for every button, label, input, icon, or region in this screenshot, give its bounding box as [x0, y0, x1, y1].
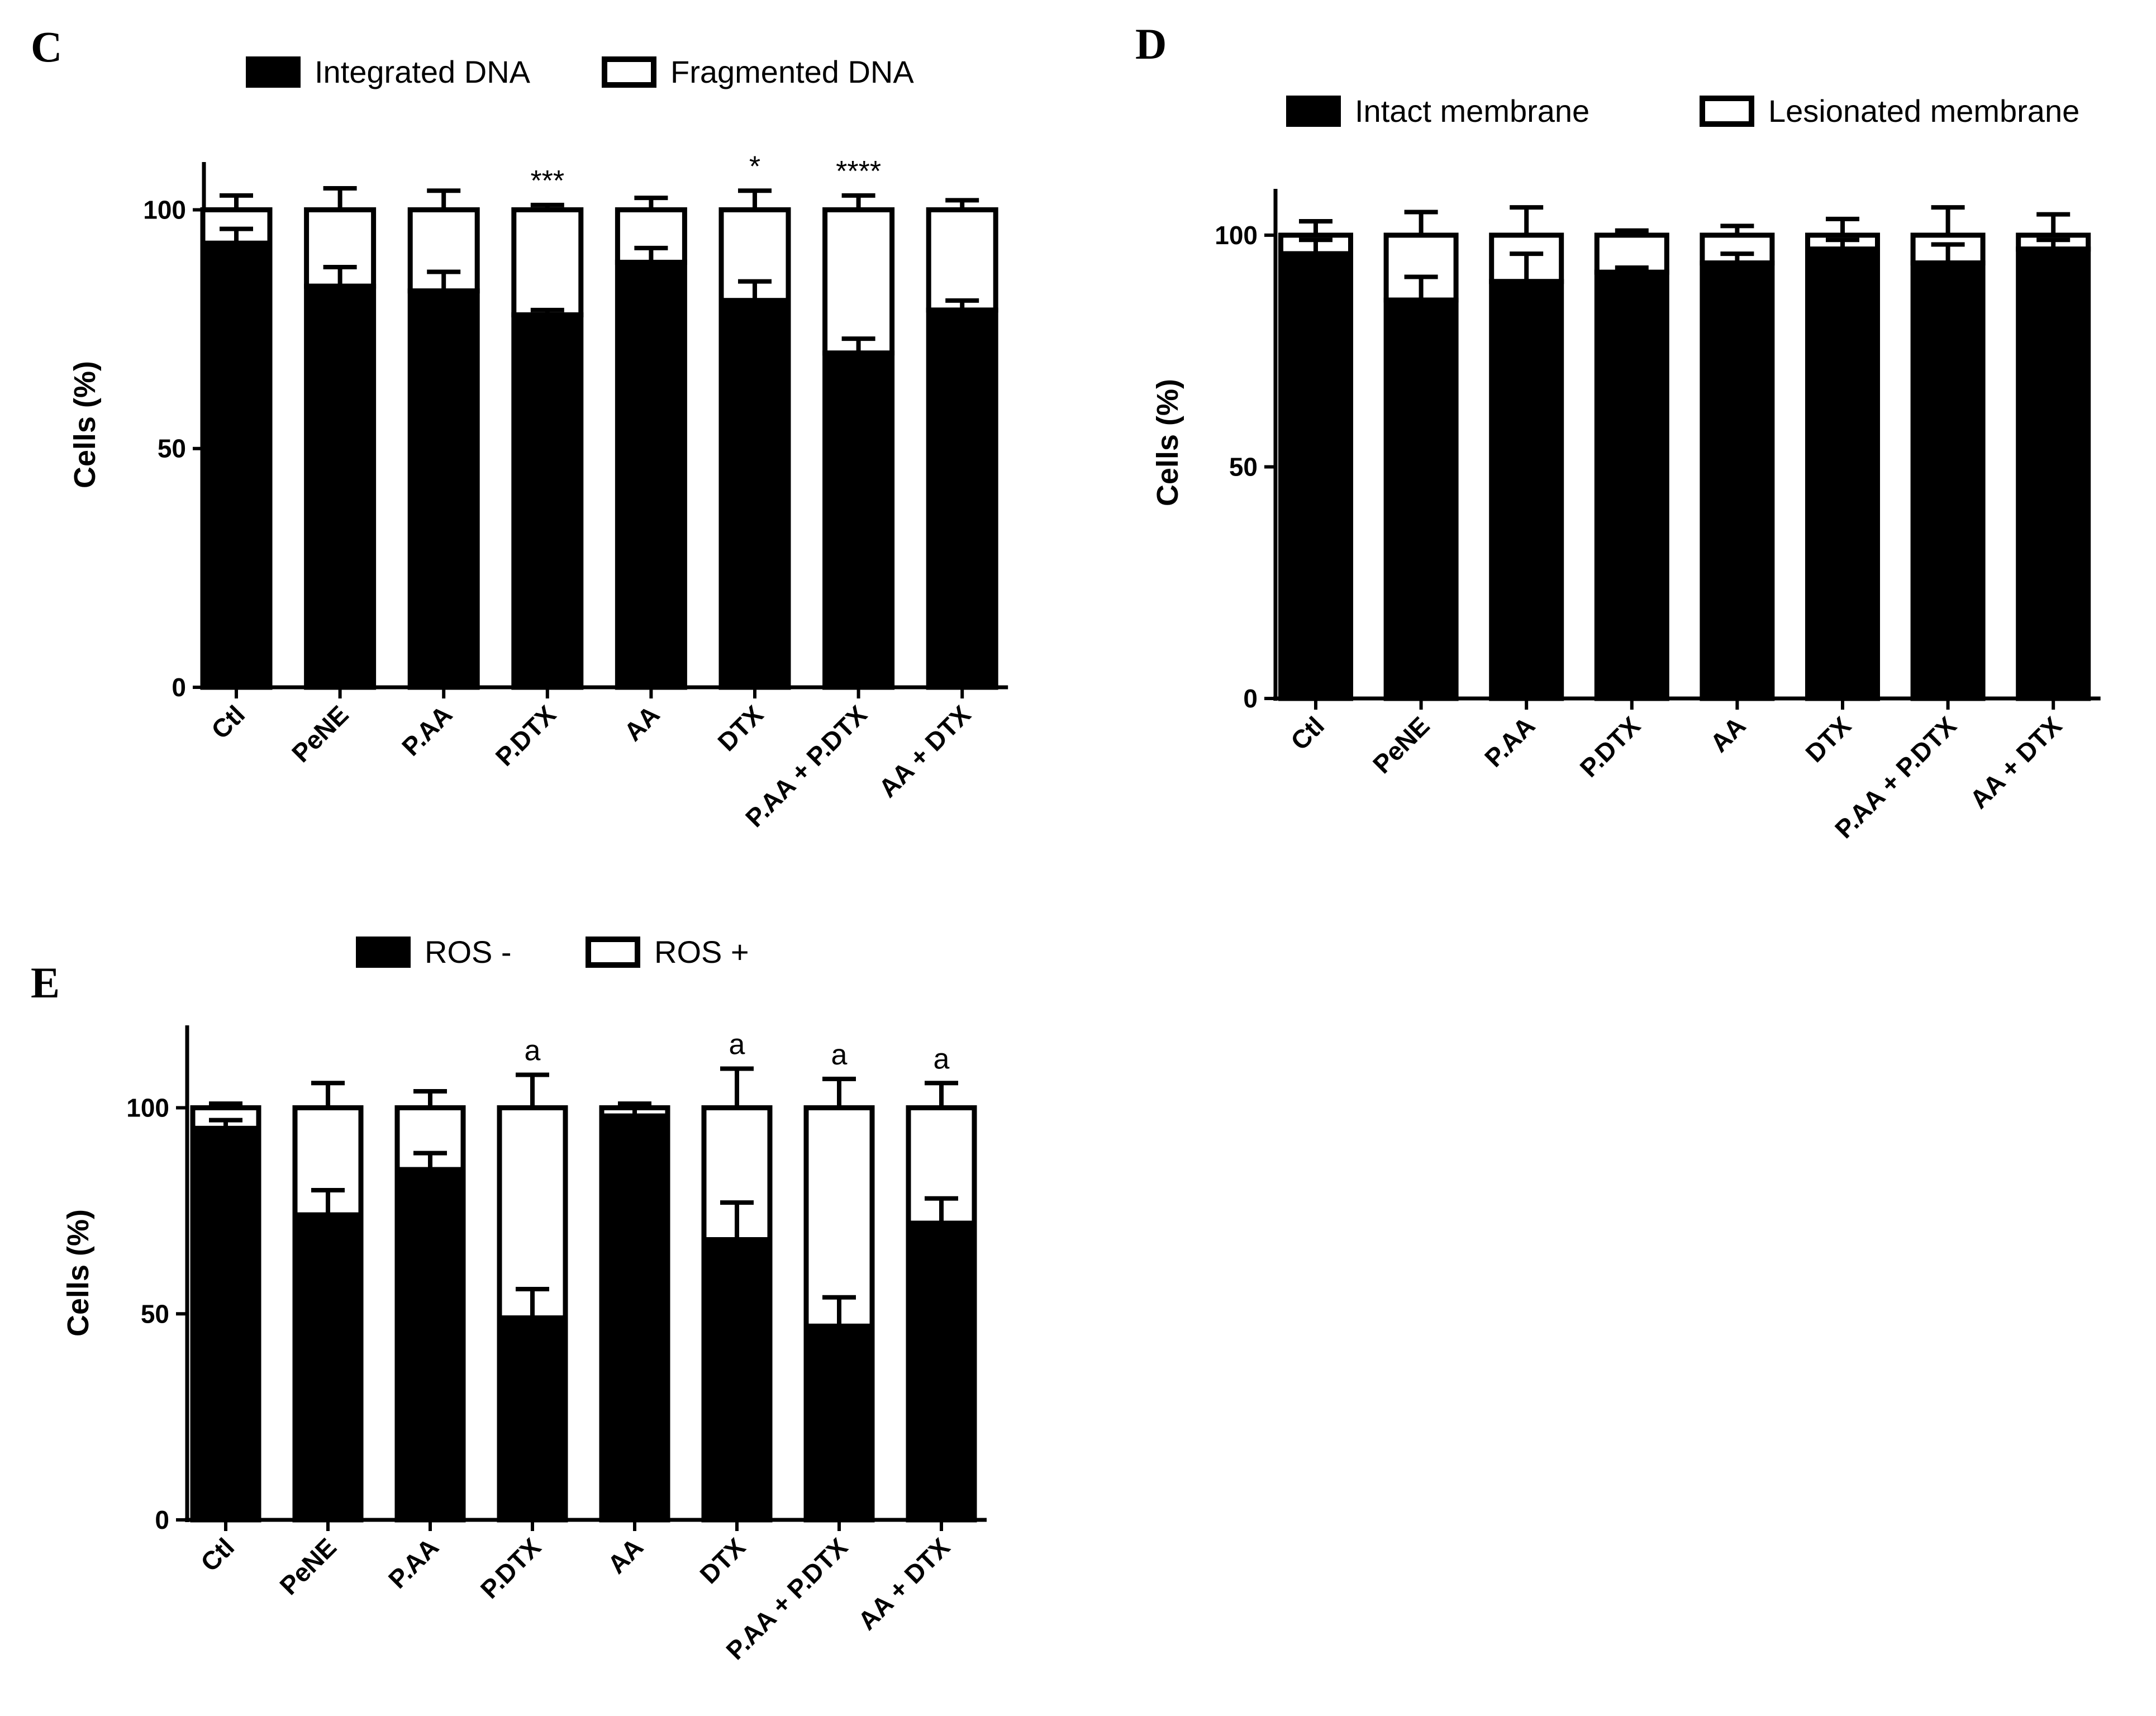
bar-segment-e-lower: [394, 1167, 466, 1523]
bar-segment-d-lower: [1278, 251, 1353, 701]
y-tick-label: 100: [143, 195, 186, 224]
panel-letter-c: C: [31, 22, 62, 71]
bar-segment-c-upper: [822, 207, 895, 356]
panel-letter-d: D: [1135, 20, 1167, 68]
panel-e: E ROS - ROS + 0 50 100 Cells (%) Ctl PeNE P.AA P.D…: [31, 934, 987, 1665]
bar-segment-d-lower: [1383, 297, 1459, 701]
legend-swatch: [602, 56, 656, 88]
x-tick-label: AA: [618, 700, 665, 747]
bar-segment-c-lower: [822, 350, 895, 690]
legend-label: Fragmented DNA: [670, 54, 914, 89]
x-tick-label: PeNE: [274, 1532, 342, 1600]
y-tick-label: 0: [172, 673, 186, 702]
y-tick-label: 50: [158, 434, 186, 463]
legend-swatch: [1700, 96, 1754, 127]
legend-swatch: [356, 937, 411, 968]
y-axis-label: Cells (%): [61, 1209, 95, 1337]
x-tick-label: P.DTX: [1574, 711, 1646, 783]
legend-label: Lesionated membrane: [1768, 93, 2079, 129]
x-tick-label: AA + DTX: [873, 700, 977, 803]
bar-segment-c-lower: [407, 288, 480, 690]
bar-segment-c-upper: [304, 207, 377, 289]
legend-label: ROS -: [425, 934, 512, 969]
bar-segment-c-lower: [200, 240, 273, 690]
significance-annotation: a: [729, 1028, 745, 1061]
bar-segment-e-lower: [906, 1220, 977, 1523]
y-axis-label: Cells (%): [1151, 379, 1184, 506]
panel-c: C Integrated DNA Fragmented DNA 0 50 100 Cells…: [31, 22, 1008, 833]
y-axis-label: Cells (%): [68, 361, 102, 488]
x-tick-label: Ctl: [195, 1532, 240, 1577]
bar-segment-e-lower: [599, 1113, 670, 1523]
x-tick-label: DTX: [694, 1532, 751, 1589]
legend-label: ROS +: [654, 934, 749, 969]
y-tick-label: 50: [141, 1299, 169, 1328]
panel-d: D Intact membrane Lesionated membrane 0 50 10…: [1135, 20, 2101, 844]
significance-annotation: a: [525, 1035, 541, 1067]
x-tick-label: P.DTX: [475, 1532, 547, 1604]
bar-segment-d-lower: [1805, 246, 1880, 701]
legend-swatch: [1286, 96, 1341, 127]
legend-swatch: [246, 56, 301, 88]
bar-segment-c-lower: [615, 259, 687, 690]
bar-segment-e-lower: [292, 1212, 364, 1523]
legend-label: Integrated DNA: [315, 54, 531, 89]
bar-segment-c-lower: [511, 312, 584, 690]
bar-segment-d-lower: [1489, 279, 1564, 701]
bar-segment-d-lower: [2016, 246, 2091, 701]
x-tick-label: P.AA: [383, 1532, 444, 1594]
bar-segment-e-upper: [803, 1105, 875, 1329]
x-tick-label: P.AA: [396, 700, 458, 761]
x-tick-label: DTX: [1800, 711, 1857, 768]
bar-segment-d-lower: [1594, 269, 1669, 701]
bar-segment-e-lower: [190, 1125, 261, 1523]
significance-annotation: *: [749, 150, 760, 183]
x-tick-label: AA + DTX: [1964, 711, 2068, 814]
bar-segment-e-lower: [497, 1315, 568, 1523]
panel-letter-e: E: [31, 958, 60, 1007]
y-tick-label: 0: [1243, 684, 1258, 713]
x-tick-label: AA: [602, 1532, 649, 1579]
significance-annotation: a: [934, 1043, 950, 1075]
bar-segment-c-lower: [926, 307, 998, 690]
y-tick-label: 0: [155, 1505, 169, 1534]
bar-segment-d-lower: [1910, 260, 1986, 701]
x-tick-label: Ctl: [206, 700, 250, 744]
bar-segment-c-upper: [511, 207, 584, 317]
x-tick-label: P.DTX: [489, 700, 561, 772]
y-tick-label: 100: [126, 1094, 169, 1123]
bar-segment-e-lower: [701, 1237, 773, 1523]
legend-label: Intact membrane: [1355, 93, 1589, 129]
x-tick-label: AA: [1705, 711, 1752, 758]
x-tick-label: AA + DTX: [852, 1532, 955, 1636]
y-tick-label: 100: [1215, 221, 1258, 250]
bar-segment-e-upper: [292, 1105, 364, 1218]
bar-segment-c-lower: [718, 298, 791, 690]
bar-segment-e-upper: [497, 1105, 568, 1321]
bar-segment-c-lower: [304, 283, 377, 690]
x-tick-label: PeNE: [1367, 711, 1435, 779]
bar-segment-e-lower: [803, 1323, 875, 1523]
x-tick-label: P.AA: [1479, 711, 1540, 772]
x-tick-label: PeNE: [286, 700, 354, 768]
legend-swatch: [586, 937, 640, 968]
significance-annotation: ****: [836, 155, 881, 188]
significance-annotation: ***: [530, 165, 564, 197]
x-tick-label: Ctl: [1285, 711, 1330, 755]
bar-segment-d-lower: [1700, 260, 1775, 701]
y-tick-label: 50: [1229, 452, 1258, 481]
significance-annotation: a: [831, 1039, 848, 1071]
x-tick-label: DTX: [712, 700, 769, 757]
bar-segment-c-upper: [926, 207, 998, 313]
